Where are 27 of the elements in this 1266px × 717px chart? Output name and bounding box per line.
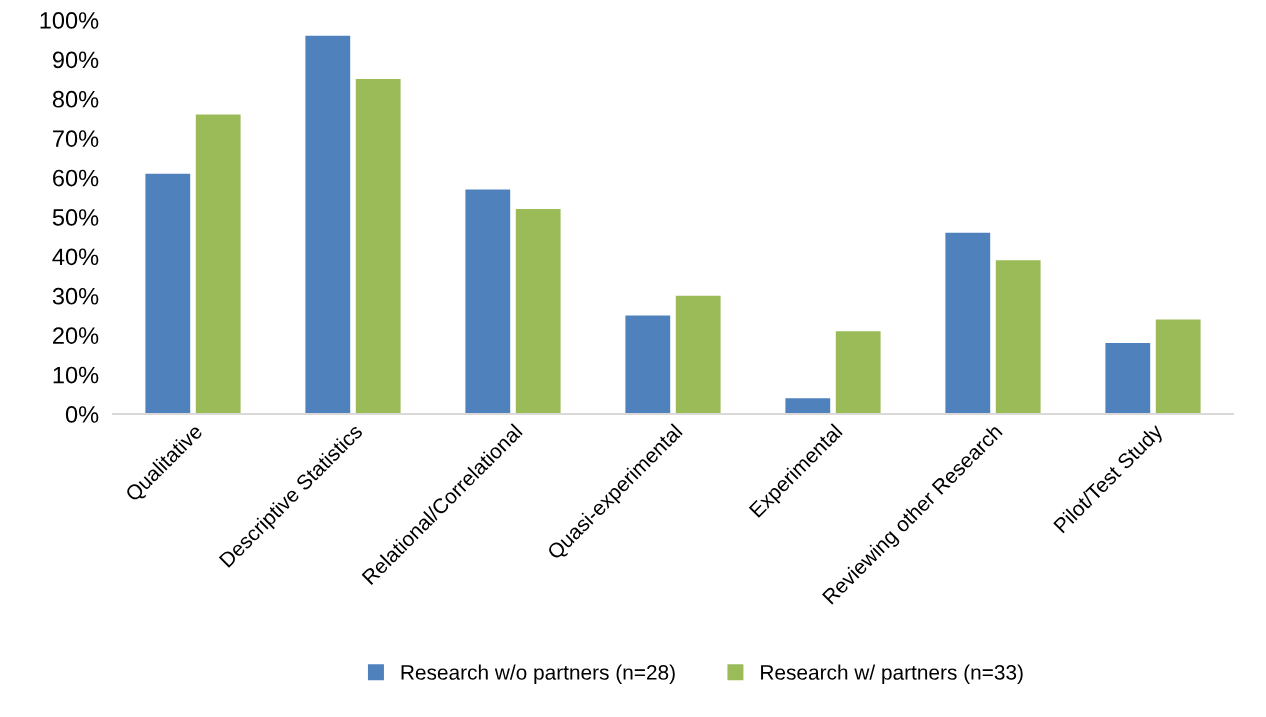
bar [835,331,881,414]
y-tick-label: 0% [65,406,99,423]
y-tick-label: 70% [53,130,99,147]
y-tick-label: 30% [52,287,99,305]
y-tick-label: 10% [53,366,99,384]
legend-label: Research w/ partners (n=33) [761,664,1023,684]
bar [355,79,401,414]
bar [515,209,561,414]
bar [465,189,511,414]
y-tick-label: 60% [53,169,99,187]
y-tick-label: 20% [53,327,99,344]
bar [1155,319,1201,414]
y-tick-label: 40% [52,248,99,266]
bar [995,260,1041,414]
bar [1105,343,1151,414]
bar [195,114,241,414]
y-tick-label: 90% [52,51,99,69]
y-tick-label: 50% [52,209,99,226]
bar [145,173,191,414]
bar [785,398,831,414]
y-tick-label: 100% [40,12,99,29]
bar [945,232,991,414]
y-tick-label: 80% [52,90,99,108]
legend-label: Research w/o partners (n=28) [401,664,675,684]
bar [305,35,351,414]
bar [625,315,671,414]
bar [675,295,721,414]
